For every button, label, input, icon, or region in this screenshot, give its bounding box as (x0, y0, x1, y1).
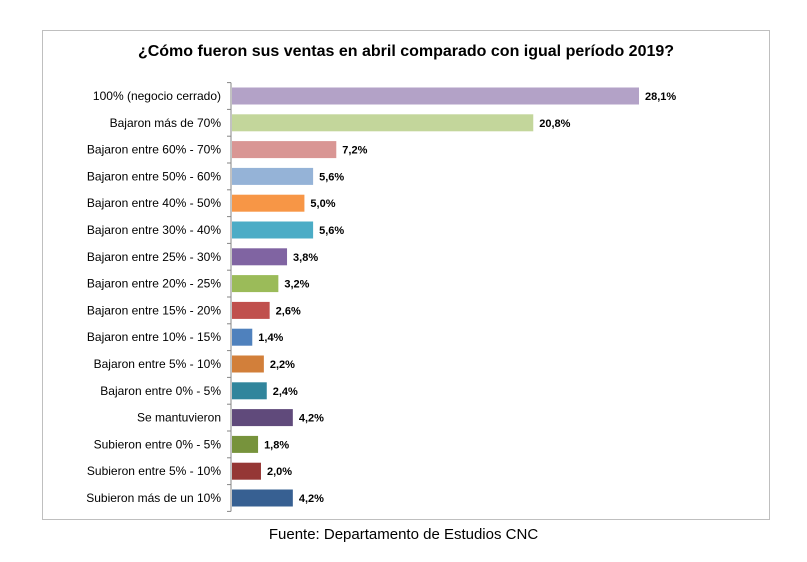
bar (232, 248, 288, 266)
data-label: 20,8% (539, 118, 570, 130)
category-label: Subieron más de un 10% (86, 491, 221, 505)
data-label: 3,8% (293, 252, 318, 264)
chart-frame: ¿Cómo fueron sus ventas en abril compara… (42, 30, 770, 520)
bar (232, 221, 314, 239)
bar (232, 489, 293, 507)
bar (232, 167, 314, 185)
chart-title: ¿Cómo fueron sus ventas en abril compara… (137, 43, 675, 60)
category-label: Bajaron entre 30% - 40% (87, 223, 221, 237)
bar (232, 301, 270, 319)
category-label: Bajaron entre 5% - 10% (94, 357, 222, 371)
bar (232, 275, 279, 293)
bar (232, 87, 639, 105)
data-label: 2,6% (276, 305, 301, 317)
data-label: 2,0% (267, 466, 292, 478)
data-label: 3,2% (284, 279, 309, 291)
data-label: 5,6% (319, 171, 344, 183)
category-label: Bajaron entre 25% - 30% (87, 250, 221, 264)
data-label: 5,0% (310, 198, 335, 210)
category-label: Subieron entre 0% - 5% (94, 437, 222, 451)
source-note: Fuente: Departamento de Estudios CNC (268, 526, 539, 543)
data-label: 4,2% (299, 493, 324, 505)
category-label: Subieron entre 5% - 10% (87, 464, 221, 478)
category-label: Se mantuvieron (137, 411, 221, 425)
bar (232, 435, 259, 453)
category-label: Bajaron entre 60% - 70% (87, 143, 221, 157)
data-label: 1,8% (264, 439, 289, 451)
data-label: 2,2% (270, 359, 295, 371)
category-label: Bajaron entre 10% - 15% (87, 330, 221, 344)
data-label: 4,2% (299, 413, 324, 425)
data-label: 1,4% (258, 332, 283, 344)
category-label: Bajaron más de 70% (110, 116, 222, 130)
data-label: 5,6% (319, 225, 344, 237)
bar-chart: 100% (negocio cerrado) 28,1% Bajaron más d… (86, 82, 676, 512)
category-label: Bajaron entre 20% - 25% (87, 277, 221, 291)
category-label: Bajaron entre 50% - 60% (87, 169, 221, 183)
bar (232, 194, 305, 212)
bar (232, 382, 267, 400)
bar (232, 114, 534, 132)
bar (232, 409, 293, 427)
data-label: 28,1% (645, 91, 676, 103)
data-label: 7,2% (342, 145, 367, 157)
bar (232, 462, 261, 480)
bar (232, 355, 264, 373)
category-label: 100% (negocio cerrado) (93, 89, 221, 103)
data-label: 2,4% (273, 386, 298, 398)
category-label: Bajaron entre 40% - 50% (87, 196, 221, 210)
bar (232, 328, 253, 346)
category-label: Bajaron entre 15% - 20% (87, 303, 221, 317)
bar (232, 141, 337, 159)
category-label: Bajaron entre 0% - 5% (100, 384, 221, 398)
